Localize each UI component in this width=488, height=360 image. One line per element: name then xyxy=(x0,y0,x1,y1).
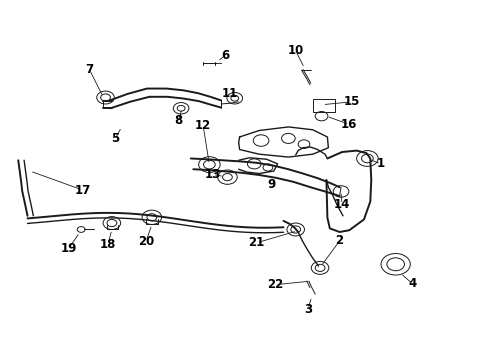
Text: 7: 7 xyxy=(85,63,93,76)
Text: 12: 12 xyxy=(195,119,211,132)
Text: 14: 14 xyxy=(333,198,349,211)
Text: 19: 19 xyxy=(61,242,77,255)
Text: 1: 1 xyxy=(376,157,385,170)
Text: 16: 16 xyxy=(341,118,357,131)
Text: 2: 2 xyxy=(335,234,343,247)
Text: 20: 20 xyxy=(138,235,154,248)
Text: 13: 13 xyxy=(204,168,221,181)
Text: 3: 3 xyxy=(303,303,311,316)
Bar xyxy=(312,99,334,112)
Text: 15: 15 xyxy=(343,95,359,108)
Text: 6: 6 xyxy=(221,49,229,62)
Text: 9: 9 xyxy=(266,178,275,191)
Text: 22: 22 xyxy=(266,278,283,291)
Text: 21: 21 xyxy=(248,236,264,249)
Text: 4: 4 xyxy=(408,278,416,291)
Text: 8: 8 xyxy=(174,114,183,127)
Text: 11: 11 xyxy=(221,87,238,100)
Text: 5: 5 xyxy=(111,132,119,145)
Text: 10: 10 xyxy=(287,44,303,57)
Text: 17: 17 xyxy=(74,184,91,197)
Text: 18: 18 xyxy=(100,238,116,251)
